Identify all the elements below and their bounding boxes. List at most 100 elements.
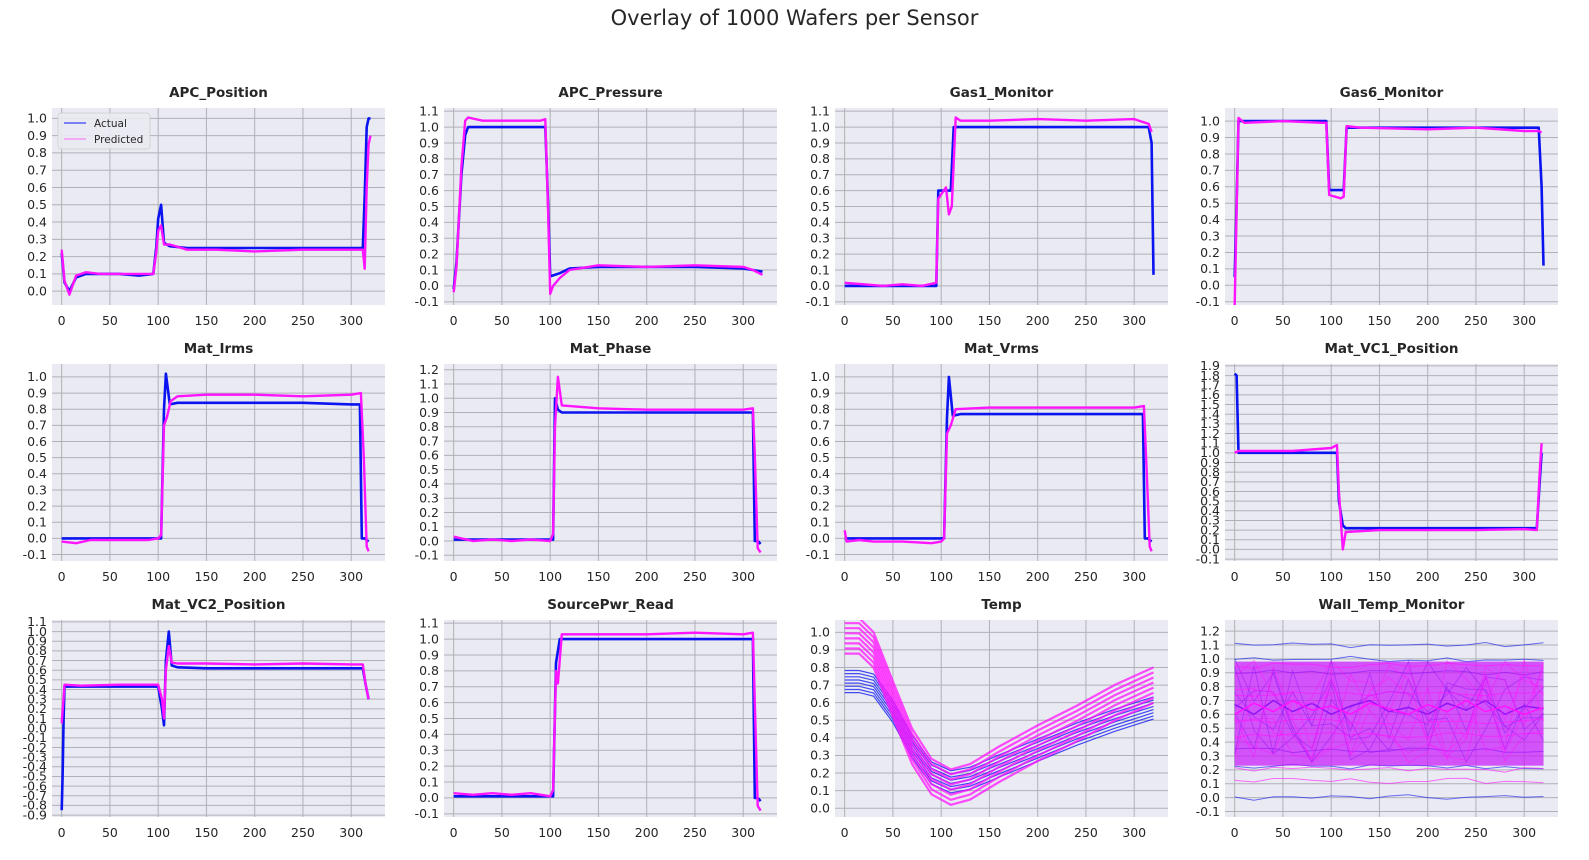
series-line-actual bbox=[1234, 655, 1544, 663]
y-tick-label: 0.9 bbox=[27, 128, 47, 143]
y-tick-label: 0.8 bbox=[1200, 146, 1220, 161]
series-line-predicted bbox=[844, 637, 1154, 791]
y-tick-label: 0.5 bbox=[1200, 196, 1220, 211]
y-tick-label: 0.2 bbox=[810, 246, 830, 261]
y-tick-label: 1.2 bbox=[419, 362, 439, 377]
y-tick-label: 1.1 bbox=[419, 103, 439, 118]
y-tick-label: 0.2 bbox=[1200, 245, 1220, 260]
y-tick-label: 0.8 bbox=[419, 151, 439, 166]
y-tick-label: 0.4 bbox=[419, 727, 439, 742]
x-tick-label: 250 bbox=[1464, 825, 1488, 840]
y-tick-label: 0.1 bbox=[419, 519, 439, 534]
panel-title: Mat_Phase bbox=[570, 341, 652, 357]
y-tick-label: 0.5 bbox=[1200, 493, 1220, 508]
y-tick-label: 0.0 bbox=[810, 531, 830, 546]
y-tick-label: 1.0 bbox=[419, 119, 439, 134]
y-tick-label: 0.9 bbox=[1200, 665, 1220, 680]
y-tick-label: 0.6 bbox=[810, 183, 830, 198]
x-tick-label: 200 bbox=[635, 825, 659, 840]
plot-area bbox=[835, 364, 1168, 561]
y-tick-label: 0.2 bbox=[810, 765, 830, 780]
y-tick-label: 0.9 bbox=[27, 385, 47, 400]
y-tick-label: 1.0 bbox=[810, 625, 830, 640]
x-tick-label: 100 bbox=[146, 825, 170, 840]
y-tick-label: 0.1 bbox=[27, 266, 47, 281]
x-tick-label: 300 bbox=[731, 825, 755, 840]
y-tick-label: -0.4 bbox=[23, 759, 47, 774]
y-tick-label: 0.6 bbox=[419, 695, 439, 710]
y-tick-label: 0.8 bbox=[810, 402, 830, 417]
x-tick-label: 300 bbox=[1512, 825, 1536, 840]
chart-panel-mat-irms: -0.10.00.1 0.20.30.40.50.60.70.8 0.91.0 0 50… bbox=[23, 341, 385, 584]
x-tick-label: 250 bbox=[291, 825, 315, 840]
y-tick-label: 0.6 bbox=[1200, 707, 1220, 722]
y-tick-label: 1.0 bbox=[1200, 113, 1220, 128]
y-tick-label: 0.9 bbox=[810, 385, 830, 400]
y-tick-label: 0.2 bbox=[419, 246, 439, 261]
y-tick-label: 1.5 bbox=[1200, 397, 1220, 412]
x-tick-label: 200 bbox=[1416, 569, 1440, 584]
x-tick-label: 200 bbox=[243, 313, 267, 328]
series-line-predicted bbox=[61, 391, 370, 552]
x-tick-label: 50 bbox=[885, 569, 901, 584]
series-group bbox=[452, 116, 764, 296]
x-tick-label: 150 bbox=[978, 569, 1002, 584]
x-tick-label: 250 bbox=[1464, 569, 1488, 584]
y-tick-label: -0.8 bbox=[23, 798, 47, 813]
x-tick-label: 0 bbox=[841, 569, 849, 584]
x-tick-label: 0 bbox=[58, 825, 66, 840]
y-tick-label: 0.2 bbox=[27, 498, 47, 513]
chart-panel-apc-position: 0.0 0.1 0.2 0.3 0.4 0.5 0.6 0.7 0.8 0.9 1.0 0 50 100 1… bbox=[27, 85, 385, 328]
x-tick-label: 0 bbox=[450, 825, 458, 840]
y-tick-label: -0.7 bbox=[23, 788, 47, 803]
y-tick-label: -0.1 bbox=[1196, 294, 1220, 309]
y-tick-label: 0.0 bbox=[1200, 542, 1220, 557]
y-tick-label: 0.9 bbox=[810, 135, 830, 150]
y-tick-label: 0.7 bbox=[1200, 163, 1220, 178]
y-tick-label: 0.0 bbox=[419, 790, 439, 805]
y-tick-label: 0.3 bbox=[419, 743, 439, 758]
panel-title: APC_Pressure bbox=[558, 85, 662, 101]
y-tick-label: 1.1 bbox=[1200, 435, 1220, 450]
y-tick-label: -0.1 bbox=[23, 547, 47, 562]
y-tick-label: 0.5 bbox=[419, 462, 439, 477]
x-tick-label: 100 bbox=[538, 569, 562, 584]
series-line-predicted bbox=[1234, 699, 1544, 716]
y-tick-label: 0.6 bbox=[810, 695, 830, 710]
y-tick-label: 0.3 bbox=[27, 482, 47, 497]
y-tick-label: 0.3 bbox=[810, 231, 830, 246]
x-tick-label: 300 bbox=[1122, 825, 1146, 840]
x-tick-label: 50 bbox=[102, 569, 118, 584]
y-tick-label: 0.2 bbox=[1200, 762, 1220, 777]
y-tick-label: 0.0 bbox=[419, 278, 439, 293]
y-tick-label: -0.1 bbox=[415, 806, 439, 821]
y-tick-label: 1.9 bbox=[1200, 358, 1220, 373]
chart-panel-mat-vrms: -0.10.00.1 0.20.30.40.50.60.70.8 0.91.0 0 50… bbox=[806, 341, 1168, 584]
x-tick-label: 300 bbox=[731, 569, 755, 584]
x-tick-label: 200 bbox=[1416, 313, 1440, 328]
y-tick-label: 0.0 bbox=[27, 531, 47, 546]
y-tick-label: 0.1 bbox=[27, 515, 47, 530]
y-tick-label: 0.6 bbox=[27, 434, 47, 449]
y-tick-label: 0.8 bbox=[419, 419, 439, 434]
y-tick-label: 0.1 bbox=[810, 262, 830, 277]
x-tick-label: 300 bbox=[1512, 313, 1536, 328]
y-tick-label: 0.8 bbox=[419, 663, 439, 678]
y-tick-label: 0.3 bbox=[27, 232, 47, 247]
series-group bbox=[1234, 641, 1544, 801]
x-tick-label: 0 bbox=[1231, 569, 1239, 584]
x-tick-label: 150 bbox=[195, 825, 219, 840]
y-tick-label: 0.4 bbox=[810, 730, 830, 745]
y-tick-label: 0.3 bbox=[1200, 748, 1220, 763]
y-tick-label: 1.2 bbox=[1200, 426, 1220, 441]
x-tick-label: 200 bbox=[635, 569, 659, 584]
y-tick-label: 0.0 bbox=[419, 533, 439, 548]
y-tick-label: 0.4 bbox=[27, 214, 47, 229]
y-tick-label: 0.3 bbox=[810, 748, 830, 763]
y-tick-label: 0.1 bbox=[1200, 776, 1220, 791]
chart-panel-temp: 0.0 0.1 0.2 0.3 0.4 0.5 0.6 0.7 0.8 0.9 1.0 0 50 100 1… bbox=[810, 597, 1168, 840]
y-tick-label: 1.1 bbox=[419, 615, 439, 630]
x-tick-label: 150 bbox=[195, 313, 219, 328]
series-line-predicted bbox=[844, 642, 1154, 796]
plot-area bbox=[444, 364, 777, 561]
